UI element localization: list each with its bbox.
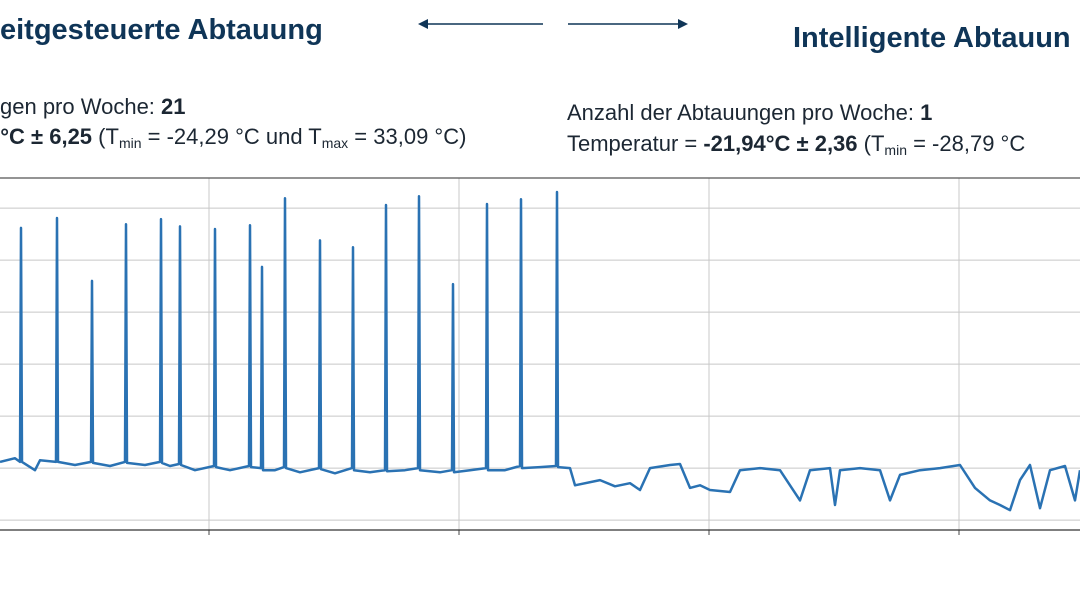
stat-text: = 33,09 °C): [348, 124, 467, 149]
stat-sub: min: [884, 142, 907, 158]
arrow-left-head: [418, 19, 428, 29]
stat-text: (T: [92, 124, 119, 149]
left-stat-line: 3°C ± 6,25 (Tmin = -24,29 °C und Tmax = …: [0, 124, 466, 151]
data-line: [0, 190, 1080, 512]
stat-value: 21: [161, 94, 186, 119]
stat-text: (T: [857, 131, 885, 156]
stat-sub: max: [321, 135, 349, 151]
stat-label: Temperatur =: [567, 131, 704, 156]
stat-text: = -28,79 °C: [906, 131, 1026, 156]
stat-value: -21,94°C ± 2,36: [703, 131, 858, 156]
stat-sub: min: [118, 135, 142, 151]
arrows: [418, 19, 688, 29]
stat-text: = -24,29 °C und T: [141, 124, 322, 149]
stat-value: 3°C ± 6,25: [0, 124, 93, 149]
stat-label: Anzahl der Abtauungen pro Woche:: [567, 100, 921, 125]
arrow-right-head: [678, 19, 688, 29]
stat-label: gen pro Woche:: [0, 94, 162, 119]
left-title: eitgesteuerte Abtauung: [0, 14, 323, 46]
right-title: Intelligente Abtauun: [793, 22, 1071, 54]
right-stat-line: Anzahl der Abtauungen pro Woche: 1: [567, 100, 932, 126]
left-stat-line: gen pro Woche: 21: [0, 94, 186, 120]
stat-value: 1: [920, 100, 933, 125]
right-stat-line: Temperatur = -21,94°C ± 2,36 (Tmin = -28…: [567, 131, 1025, 158]
